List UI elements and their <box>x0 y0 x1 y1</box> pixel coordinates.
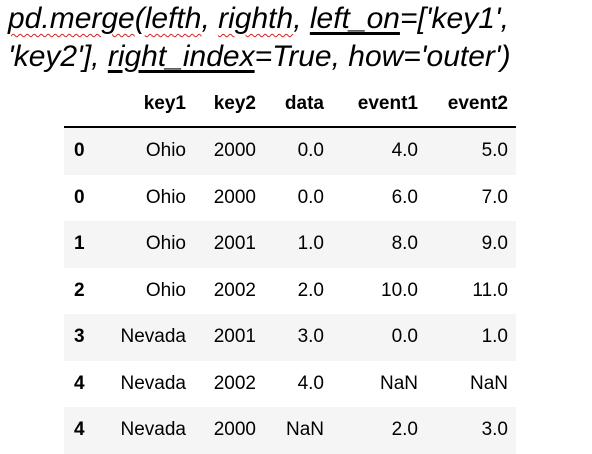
cell-key2: 2002 <box>213 372 256 394</box>
cell-key2: 2000 <box>213 419 256 441</box>
code-paren: ( <box>134 2 145 35</box>
table-row: 1 Ohio 2001 1.0 8.0 9.0 <box>64 221 516 268</box>
code-righth: righth <box>218 2 294 35</box>
cell-key1: Ohio <box>145 186 186 208</box>
cell-data: 1.0 <box>297 233 324 255</box>
code-line-1: pd.merge(lefth, righth, left_on=['key1', <box>8 0 511 38</box>
column-header-event2: event2 <box>426 82 516 128</box>
code-right-index: right_index <box>107 40 255 73</box>
cell-event2: NaN <box>469 372 508 394</box>
column-header-index <box>64 82 100 128</box>
table-header: key1 key2 data event1 event2 <box>64 82 516 128</box>
cell-data: 4.0 <box>297 372 324 394</box>
column-header-data: data <box>264 82 332 128</box>
code-key2-arg: 'key2'], <box>8 40 108 73</box>
cell-event1: 2.0 <box>391 419 418 441</box>
code-snippet: pd.merge(lefth, righth, left_on=['key1',… <box>8 0 511 76</box>
row-index: 1 <box>74 233 85 255</box>
cell-data: 0.0 <box>297 186 324 208</box>
table-row: 4 Nevada 2000 NaN 2.0 3.0 <box>64 407 516 454</box>
cell-key2: 2001 <box>213 326 256 348</box>
cell-key1: Ohio <box>145 233 186 255</box>
table-body: 0 Ohio 2000 0.0 4.0 5.0 0 Ohio 2000 0.0 … <box>64 127 516 454</box>
cell-event2: 11.0 <box>472 279 508 301</box>
code-left-on: left_on <box>309 2 400 35</box>
column-header-key2: key2 <box>194 82 264 128</box>
cell-event2: 1.0 <box>481 326 508 348</box>
header-row: key1 key2 data event1 event2 <box>64 82 516 128</box>
cell-data: NaN <box>285 419 324 441</box>
cell-key1: Nevada <box>120 372 187 394</box>
row-index: 0 <box>74 186 85 208</box>
cell-event1: 4.0 <box>391 140 418 162</box>
code-pd-merge: pd.merge <box>8 2 135 35</box>
row-index: 3 <box>74 326 85 348</box>
cell-event2: 5.0 <box>481 140 508 162</box>
cell-data: 3.0 <box>297 326 324 348</box>
row-index: 0 <box>74 140 85 162</box>
cell-key2: 2002 <box>213 279 256 301</box>
column-header-event1: event1 <box>332 82 426 128</box>
table-row: 0 Ohio 2000 0.0 6.0 7.0 <box>64 174 516 221</box>
cell-event2: 9.0 <box>481 233 508 255</box>
code-comma: , <box>201 2 219 35</box>
cell-key2: 2000 <box>213 140 256 162</box>
cell-event1: 8.0 <box>391 233 418 255</box>
cell-key1: Nevada <box>120 419 187 441</box>
table-row: 4 Nevada 2002 4.0 NaN NaN <box>64 360 516 407</box>
column-header-key1: key1 <box>100 82 194 128</box>
table-row: 0 Ohio 2000 0.0 4.0 5.0 <box>64 127 516 175</box>
cell-event2: 7.0 <box>481 186 508 208</box>
cell-event1: 0.0 <box>391 326 418 348</box>
code-comma: , <box>293 2 310 35</box>
cell-key1: Nevada <box>120 326 187 348</box>
cell-data: 2.0 <box>297 279 324 301</box>
cell-key2: 2001 <box>213 233 256 255</box>
code-lefth: lefth <box>144 2 202 35</box>
code-rest: =True, how='outer') <box>254 40 511 73</box>
cell-key1: Ohio <box>145 140 186 162</box>
dataframe-table: key1 key2 data event1 event2 0 Ohio 2000… <box>64 82 516 454</box>
cell-event1: NaN <box>379 372 418 394</box>
cell-key1: Ohio <box>145 279 186 301</box>
row-index: 4 <box>74 372 85 394</box>
cell-event1: 10.0 <box>381 279 418 301</box>
table-row: 3 Nevada 2001 3.0 0.0 1.0 <box>64 314 516 361</box>
table-row: 2 Ohio 2002 2.0 10.0 11.0 <box>64 267 516 314</box>
row-index: 4 <box>74 419 85 441</box>
cell-event1: 6.0 <box>391 186 418 208</box>
row-index: 2 <box>74 279 85 301</box>
cell-key2: 2000 <box>213 186 256 208</box>
cell-data: 0.0 <box>297 140 324 162</box>
code-key1-arg: =['key1', <box>399 2 509 35</box>
code-line-2: 'key2'], right_index=True, how='outer') <box>8 38 511 76</box>
cell-event2: 3.0 <box>481 419 508 441</box>
